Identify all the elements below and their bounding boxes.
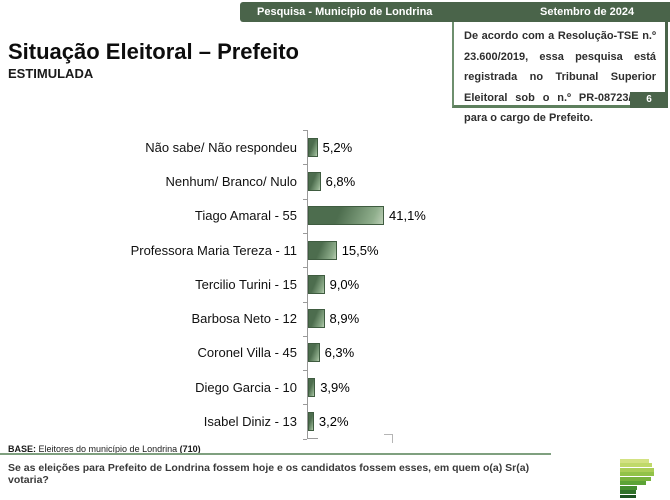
axis-tick xyxy=(303,130,307,131)
logo-bar xyxy=(620,459,649,463)
header-bar-left-label: Pesquisa - Município de Londrina xyxy=(257,6,433,18)
axis-tick xyxy=(303,404,307,406)
logo-bar xyxy=(620,485,637,490)
footer-divider xyxy=(0,453,551,455)
axis-tick xyxy=(303,370,307,372)
base-prefix: BASE: xyxy=(8,444,37,454)
axis-tick xyxy=(303,267,307,269)
bar xyxy=(308,309,325,329)
category-label: Não sabe/ Não respondeu xyxy=(145,139,297,155)
plot-frame-corner-left xyxy=(307,438,318,439)
bar-area: 15,5% xyxy=(307,232,460,268)
logo-bar xyxy=(620,472,654,477)
logo-bar xyxy=(620,476,651,481)
bar-area: 5,2% xyxy=(307,130,460,165)
chart-row: Barbosa Neto - 12 8,9% xyxy=(10,301,460,336)
category-label: Coronel Villa - 45 xyxy=(197,345,297,361)
chart-row: Isabel Diniz - 13 3,2% xyxy=(10,404,460,439)
page-subtitle: ESTIMULADA xyxy=(8,66,94,81)
bar-area: 9,0% xyxy=(307,267,460,302)
tse-registration-box: De acordo com a Resolução-TSE n.º 23.600… xyxy=(452,22,668,124)
bar xyxy=(308,412,314,432)
value-label: 9,0% xyxy=(329,276,360,292)
bar-area: 3,2% xyxy=(307,404,460,439)
bar xyxy=(308,137,318,157)
axis-tick xyxy=(303,438,307,440)
axis-tick xyxy=(303,335,307,337)
base-text: Eleitores do município de Londrina xyxy=(36,444,180,454)
logo-bar xyxy=(620,481,646,486)
page-title: Situação Eleitoral – Prefeito xyxy=(8,39,299,64)
page-number-badge: 6 xyxy=(630,92,668,108)
category-label: Diego Garcia - 10 xyxy=(195,379,297,395)
axis-tick xyxy=(303,232,307,234)
value-label: 15,5% xyxy=(341,242,379,258)
bar-area: 6,3% xyxy=(307,335,460,371)
chart-row: Tercilio Turini - 15 9,0% xyxy=(10,267,460,302)
chart-row: Não sabe/ Não respondeu 5,2% xyxy=(10,130,460,165)
category-label: Nenhum/ Branco/ Nulo xyxy=(165,173,297,189)
base-note: BASE: Eleitores do município de Londrina… xyxy=(8,444,201,454)
bar xyxy=(308,274,325,294)
axis-tick xyxy=(303,301,307,303)
value-label: 41,1% xyxy=(389,208,426,224)
logo-bar xyxy=(620,463,652,468)
bar-area: 3,9% xyxy=(307,370,460,405)
value-label: 3,2% xyxy=(318,414,349,430)
logo-bar xyxy=(620,494,636,499)
category-label: Isabel Diniz - 13 xyxy=(203,414,297,430)
chart-row: Coronel Villa - 45 6,3% xyxy=(10,335,460,371)
category-label: Tiago Amaral - 55 xyxy=(194,208,297,224)
title-block: Situação Eleitoral – Prefeito ESTIMULADA xyxy=(8,39,299,82)
logo-bar xyxy=(620,467,654,472)
survey-question: Se as eleições para Prefeito de Londrina… xyxy=(8,462,530,486)
chart-row: Professora Maria Tereza - 11 15,5% xyxy=(10,232,460,268)
axis-tick xyxy=(303,164,307,166)
value-label: 5,2% xyxy=(322,139,353,155)
value-label: 8,9% xyxy=(329,311,360,327)
bar xyxy=(308,240,337,260)
chart-rows: Não sabe/ Não respondeu 5,2% Nenhum/ Branc… xyxy=(10,130,460,440)
plot-frame-corner-right xyxy=(384,434,393,443)
header-bar-date-label: Setembro de 2024 xyxy=(540,6,635,18)
category-label: Tercilio Turini - 15 xyxy=(195,276,297,292)
value-label: 6,3% xyxy=(324,345,355,361)
header-bar: Pesquisa - Município de Londrina Setembr… xyxy=(240,2,670,22)
chart-row: Tiago Amaral - 55 41,1% xyxy=(10,198,460,233)
bar xyxy=(308,171,321,191)
bar-area: 41,1% xyxy=(307,198,460,233)
chart-row: Nenhum/ Branco/ Nulo 6,8% xyxy=(10,164,460,199)
value-label: 6,8% xyxy=(325,173,356,189)
category-label: Barbosa Neto - 12 xyxy=(191,311,297,327)
bar xyxy=(308,377,316,397)
bar-area: 8,9% xyxy=(307,301,460,336)
base-count: (710) xyxy=(179,444,201,454)
stacked-bars-p-logo xyxy=(620,459,656,499)
bar xyxy=(308,343,320,363)
tse-registration-text: De acordo com a Resolução-TSE n.º 23.600… xyxy=(464,30,656,124)
axis-tick xyxy=(303,198,307,200)
chart-row: Diego Garcia - 10 3,9% xyxy=(10,370,460,405)
bar-chart: Não sabe/ Não respondeu 5,2% Nenhum/ Branc… xyxy=(10,130,460,443)
category-label: Professora Maria Tereza - 11 xyxy=(130,242,297,258)
bar-area: 6,8% xyxy=(307,164,460,199)
logo-bar xyxy=(620,490,636,494)
bar xyxy=(308,206,384,226)
value-label: 3,9% xyxy=(320,379,350,395)
